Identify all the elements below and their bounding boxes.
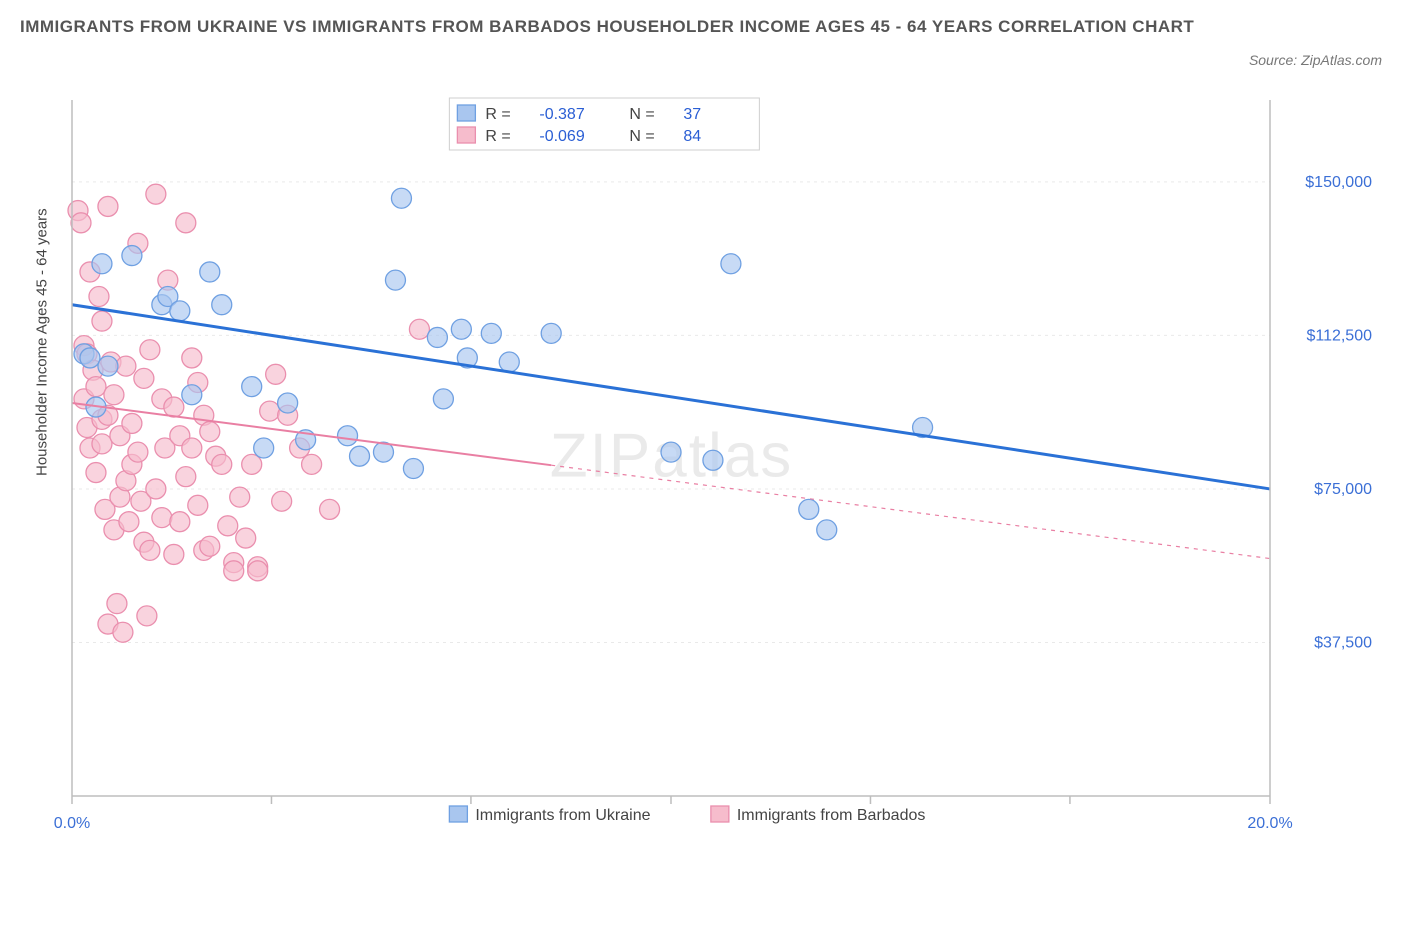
data-point (278, 393, 298, 413)
data-point (116, 356, 136, 376)
data-point (98, 356, 118, 376)
data-point (350, 446, 370, 466)
y-tick-label: $75,000 (1314, 481, 1372, 498)
data-point (541, 323, 561, 343)
data-point (427, 327, 447, 347)
data-point (260, 401, 280, 421)
data-point (481, 323, 501, 343)
data-point (134, 368, 154, 388)
data-point (182, 385, 202, 405)
legend-swatch (449, 806, 467, 822)
data-point (403, 458, 423, 478)
data-point (433, 389, 453, 409)
y-tick-label: $37,500 (1314, 634, 1372, 651)
y-axis-label: Householder Income Ages 45 - 64 years (34, 208, 51, 476)
data-point (86, 463, 106, 483)
data-point (212, 454, 232, 474)
trend-line-dashed (551, 465, 1270, 558)
data-point (98, 196, 118, 216)
data-point (92, 311, 112, 331)
data-point (242, 377, 262, 397)
stats-r-label: R = (485, 128, 510, 145)
data-point (272, 491, 292, 511)
stats-n-label: N = (629, 128, 654, 145)
plot-area: Householder Income Ages 45 - 64 years $3… (50, 96, 1380, 856)
data-point (248, 561, 268, 581)
data-point (182, 438, 202, 458)
data-point (721, 254, 741, 274)
data-point (170, 301, 190, 321)
data-point (89, 287, 109, 307)
stats-n-value: 37 (683, 106, 701, 123)
data-point (119, 512, 139, 532)
chart-title: IMMIGRANTS FROM UKRAINE VS IMMIGRANTS FR… (20, 12, 1386, 43)
data-point (200, 262, 220, 282)
stats-r-value: -0.069 (539, 128, 584, 145)
data-point (92, 434, 112, 454)
data-point (799, 499, 819, 519)
data-point (164, 544, 184, 564)
data-point (236, 528, 256, 548)
data-point (152, 508, 172, 528)
data-point (188, 495, 208, 515)
x-tick-label: 0.0% (54, 815, 90, 832)
legend-swatch (711, 806, 729, 822)
data-point (146, 479, 166, 499)
legend-label: Immigrants from Ukraine (475, 807, 650, 824)
data-point (320, 499, 340, 519)
stats-n-label: N = (629, 106, 654, 123)
data-point (86, 377, 106, 397)
stats-n-value: 84 (683, 128, 701, 145)
data-point (266, 364, 286, 384)
data-point (391, 188, 411, 208)
legend-label: Immigrants from Barbados (737, 807, 926, 824)
stats-r-label: R = (485, 106, 510, 123)
source-credit: Source: ZipAtlas.com (1249, 52, 1382, 68)
data-point (212, 295, 232, 315)
data-point (107, 594, 127, 614)
y-tick-label: $112,500 (1306, 327, 1372, 344)
y-tick-label: $150,000 (1305, 174, 1372, 191)
data-point (499, 352, 519, 372)
data-point (113, 622, 133, 642)
data-point (385, 270, 405, 290)
data-point (200, 536, 220, 556)
x-tick-label: 20.0% (1247, 815, 1292, 832)
data-point (409, 319, 429, 339)
data-point (451, 319, 471, 339)
stats-r-value: -0.387 (539, 106, 584, 123)
data-point (230, 487, 250, 507)
scatter-chart: $37,500$75,000$112,500$150,000ZIPatlas0.… (68, 96, 1380, 856)
data-point (92, 254, 112, 274)
data-point (338, 426, 358, 446)
data-point (140, 340, 160, 360)
data-point (218, 516, 238, 536)
data-point (200, 422, 220, 442)
data-point (128, 442, 148, 462)
data-point (703, 450, 723, 470)
data-point (122, 246, 142, 266)
data-point (170, 512, 190, 532)
data-point (224, 561, 244, 581)
data-point (176, 467, 196, 487)
data-point (176, 213, 196, 233)
data-point (71, 213, 91, 233)
data-point (302, 454, 322, 474)
data-point (817, 520, 837, 540)
legend-swatch (457, 127, 475, 143)
legend-swatch (457, 105, 475, 121)
data-point (122, 413, 142, 433)
data-point (254, 438, 274, 458)
data-point (661, 442, 681, 462)
data-point (164, 397, 184, 417)
data-point (80, 348, 100, 368)
data-point (140, 540, 160, 560)
data-point (146, 184, 166, 204)
data-point (104, 385, 124, 405)
data-point (182, 348, 202, 368)
data-point (137, 606, 157, 626)
